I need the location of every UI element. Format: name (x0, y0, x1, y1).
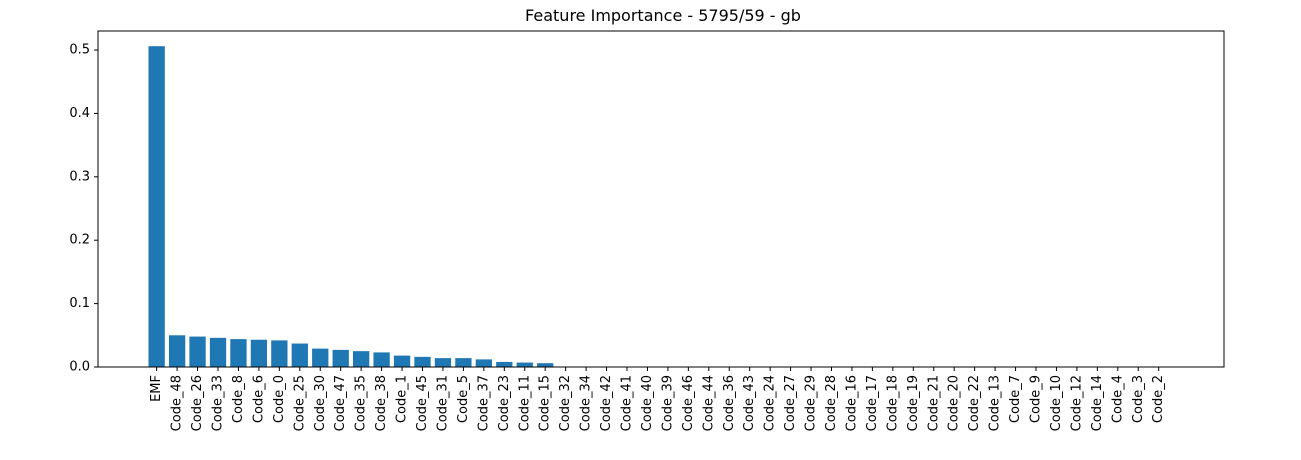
bar-code-26 (189, 336, 206, 367)
bar-code-38 (373, 352, 390, 367)
x-tick-label: Code_7 (1008, 375, 1023, 423)
y-tick-label: 0.3 (69, 169, 90, 184)
x-tick-label: Code_27 (783, 375, 798, 431)
x-tick-label: Code_43 (742, 375, 757, 431)
x-tick-label: Code_12 (1069, 375, 1084, 431)
x-tick-label: Code_40 (640, 375, 655, 431)
bar-code-33 (209, 337, 227, 367)
chart-title: Feature Importance - 5795/59 - gb (525, 6, 801, 25)
y-tick-label: 0.0 (69, 360, 90, 375)
x-tick-label: Code_23 (497, 375, 512, 431)
bar-code-35 (353, 351, 370, 367)
x-tick-label: Code_1 (395, 375, 410, 423)
x-tick-label: Code_5 (456, 375, 471, 423)
x-tick-label: Code_34 (579, 375, 594, 431)
bar-code-15 (537, 363, 554, 367)
x-tick-label: Code_25 (292, 375, 307, 431)
x-tick-label: Code_10 (1049, 375, 1064, 431)
x-tick-label: Code_3 (1131, 375, 1146, 423)
x-tick-label: Code_8 (231, 375, 246, 423)
bar-code-8 (230, 339, 247, 367)
x-tick-label: Code_26 (190, 375, 205, 431)
x-tick-label: Code_42 (599, 375, 614, 431)
x-tick-label: Code_47 (333, 375, 348, 431)
x-tick-label: Code_33 (211, 375, 226, 431)
bar-code-0 (271, 340, 288, 367)
x-tick-label: Code_13 (988, 375, 1003, 431)
x-tick-label: Code_19 (906, 375, 921, 431)
x-tick-label: Code_22 (967, 375, 982, 431)
x-tick-label: Code_44 (701, 375, 716, 431)
plot-frame (97, 30, 1225, 368)
y-tick-label: 0.5 (69, 43, 90, 58)
bar-code-37 (475, 359, 492, 367)
y-tick-label: 0.2 (69, 233, 90, 248)
x-tick-label: Code_21 (926, 375, 941, 431)
x-tick-label: Code_30 (313, 375, 328, 431)
x-tick-label: Code_29 (804, 375, 819, 431)
bar-code-30 (312, 348, 329, 367)
x-tick-label: Code_48 (170, 375, 185, 431)
x-tick-label: Code_15 (538, 375, 553, 431)
x-tick-label: Code_17 (865, 375, 880, 431)
bar-code-1 (393, 355, 411, 367)
bar-emf (148, 46, 165, 368)
x-tick-label: Code_18 (885, 375, 900, 431)
bar-code-6 (250, 339, 268, 367)
x-tick-label: EMF (149, 375, 164, 402)
x-tick-label: Code_6 (251, 375, 266, 423)
x-tick-label: Code_28 (824, 375, 839, 431)
x-tick-label: Code_4 (1110, 375, 1125, 423)
x-tick-label: Code_20 (947, 375, 962, 431)
bar-code-11 (516, 362, 533, 367)
x-tick-label: Code_46 (681, 375, 696, 431)
y-axis: 0.0 0.1 0.2 0.3 0.4 0.5 (69, 43, 98, 375)
x-tick-label: Code_37 (476, 375, 491, 431)
x-tick-label: Code_45 (415, 375, 430, 431)
bar-code-23 (496, 361, 513, 367)
bar-code-47 (332, 349, 349, 367)
x-tick-label: Code_35 (354, 375, 369, 431)
x-tick-label: Code_24 (763, 375, 778, 431)
x-tick-label: Code_38 (374, 375, 389, 431)
x-tick-label: Code_36 (722, 375, 737, 431)
bar-code-31 (434, 358, 452, 367)
x-tick-label: Code_0 (272, 375, 287, 423)
x-axis: EMF Code_48 Code_26 Code_33 Code_8 Code_6 Code… (149, 367, 1166, 431)
bar-code-45 (414, 356, 431, 367)
x-tick-label: Code_32 (558, 375, 573, 431)
y-tick-label: 0.4 (69, 106, 90, 121)
x-tick-label: Code_9 (1029, 375, 1044, 423)
x-tick-label: Code_2 (1151, 375, 1166, 423)
x-tick-label: Code_14 (1090, 375, 1105, 431)
bar-code-25 (291, 343, 308, 367)
x-tick-label: Code_31 (435, 375, 450, 431)
x-tick-label: Code_41 (620, 375, 635, 431)
x-tick-label: Code_39 (660, 375, 675, 431)
bars-group (148, 46, 554, 368)
x-tick-label: Code_16 (844, 375, 859, 431)
y-tick-label: 0.1 (69, 296, 90, 311)
bar-code-48 (168, 335, 186, 367)
x-tick-label: Code_11 (517, 375, 532, 431)
bar-code-5 (455, 358, 472, 367)
